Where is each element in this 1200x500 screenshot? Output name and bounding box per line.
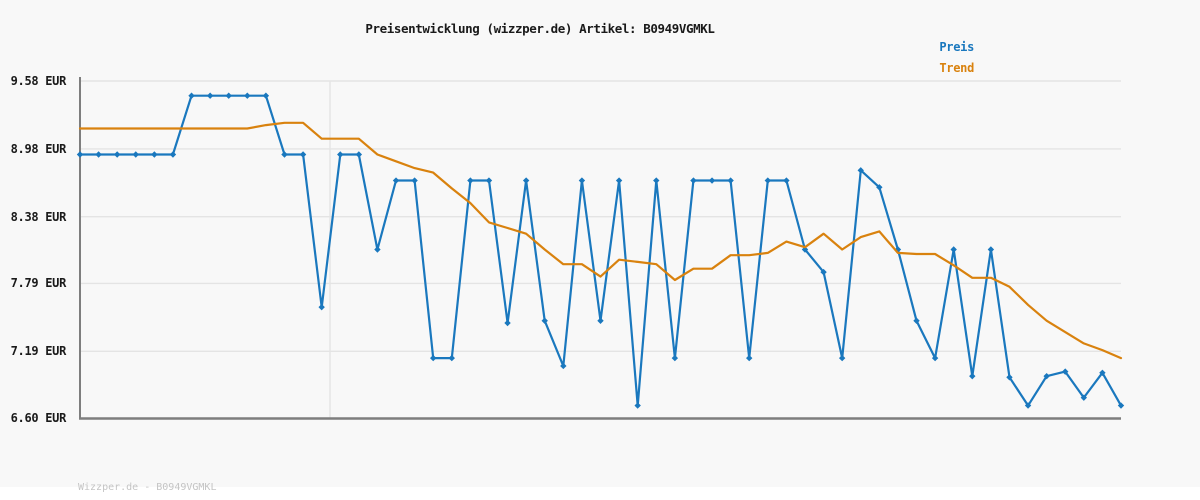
trend-line [78,121,1123,360]
footer-strip [0,487,1200,500]
preis-line [78,94,1123,407]
chart-title: Preisentwicklung (wizzper.de) Artikel: B… [365,21,715,36]
preis-markers [76,92,1125,409]
watermark-text: Wizzper.de - B0949VGMKL [78,482,217,493]
y-axis-label: 6.60 EUR [10,411,67,425]
legend: Preis Trend [939,40,974,82]
y-axis-label: 7.19 EUR [10,344,67,358]
y-axis-label: 7.79 EUR [10,276,67,290]
y-axis-label: 8.38 EUR [10,210,67,224]
y-axis-label: 8.98 EUR [10,142,67,156]
y-axis-label: 9.58 EUR [10,74,67,88]
legend-item-preis: Preis [939,40,974,54]
legend-item-trend: Trend [939,61,974,75]
